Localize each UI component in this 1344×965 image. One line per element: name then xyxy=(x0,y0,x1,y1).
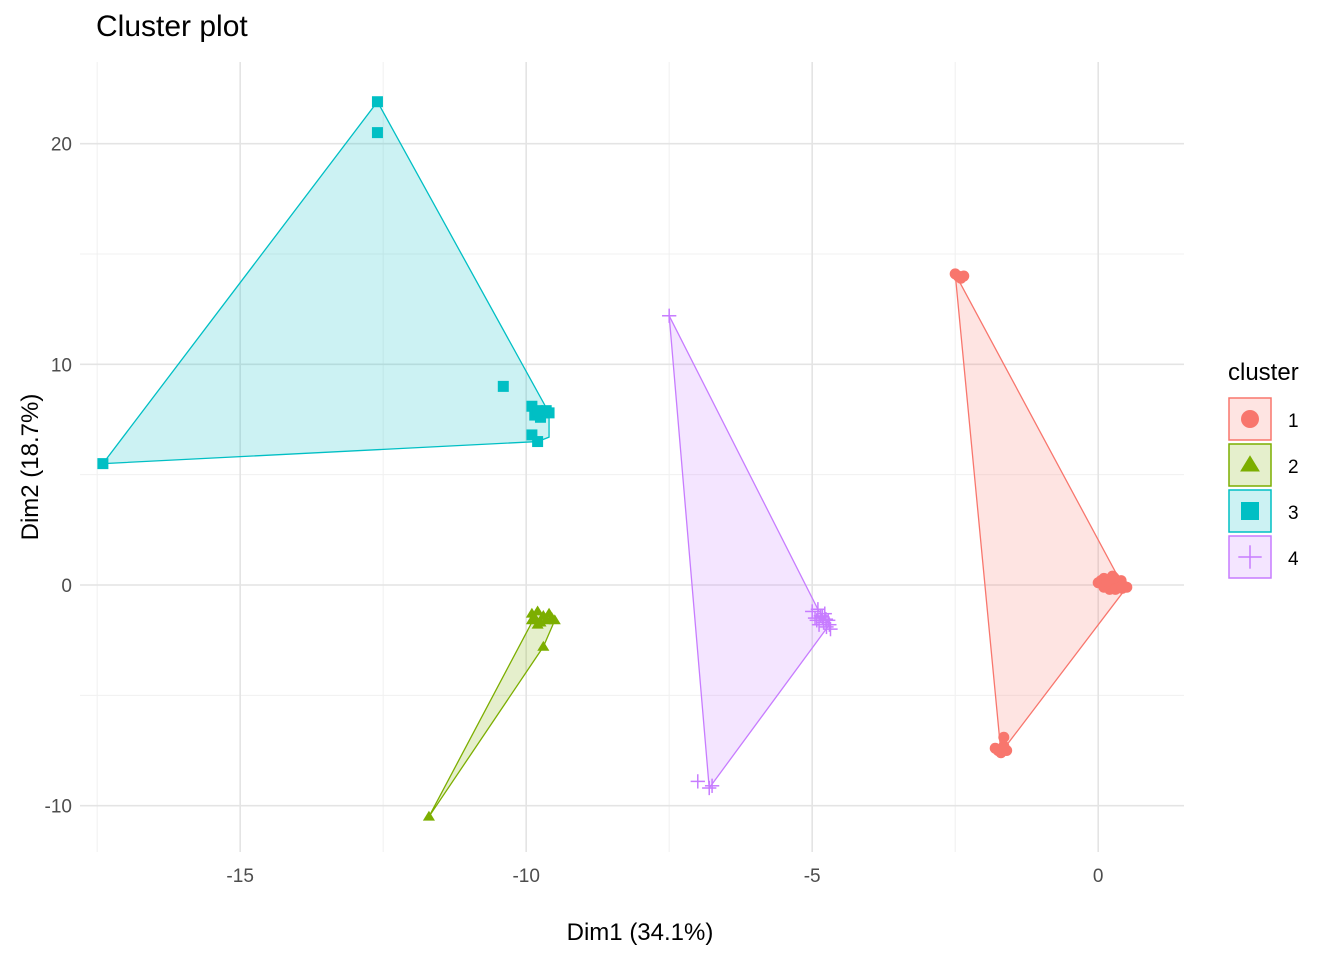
cluster-4-point xyxy=(817,606,832,621)
cluster-3-point xyxy=(97,458,109,470)
cluster-2-group xyxy=(422,605,561,821)
legend-title: cluster xyxy=(1228,359,1299,386)
cluster-2-point xyxy=(537,640,550,651)
cluster-4-group xyxy=(662,308,838,796)
cluster-4-point xyxy=(823,621,838,637)
cluster-4-point xyxy=(807,610,823,626)
cluster-4-point xyxy=(818,612,834,627)
cluster-2-point xyxy=(531,605,544,616)
cluster-4-point xyxy=(815,609,830,625)
y-tick-label: 10 xyxy=(51,355,72,376)
y-axis-label: Dim2 (18.7%) xyxy=(17,394,44,541)
legend-label-4: 4 xyxy=(1288,549,1299,570)
cluster-1-point xyxy=(1108,572,1120,584)
y-tick-label: 20 xyxy=(51,135,72,156)
cluster-3-hull xyxy=(101,100,550,465)
y-tick-label: -10 xyxy=(45,797,72,818)
x-tick-label: -15 xyxy=(226,866,253,887)
legend-marker-3 xyxy=(1241,502,1259,520)
cluster-2-point xyxy=(422,810,435,821)
cluster-1-point xyxy=(1116,582,1128,594)
cluster-3-point xyxy=(371,96,383,108)
cluster-3-point xyxy=(532,405,544,417)
x-tick-label: -5 xyxy=(804,866,821,887)
cluster-4-point xyxy=(809,613,824,628)
cluster-4-point xyxy=(805,604,820,619)
legend: cluster 1 2 3 4 xyxy=(1228,359,1299,579)
cluster-2-hull xyxy=(428,610,556,818)
x-tick-label: 0 xyxy=(1093,866,1104,887)
legend-marker-1 xyxy=(1241,410,1259,428)
cluster-4-point xyxy=(704,778,720,793)
cluster-3-point xyxy=(543,407,555,419)
cluster-1-point xyxy=(998,731,1010,743)
cluster-3-point xyxy=(497,380,509,392)
cluster-1-group xyxy=(949,268,1133,759)
cluster-3-point xyxy=(526,429,538,441)
cluster-1-hull xyxy=(954,273,1128,755)
cluster-1-point xyxy=(958,270,970,282)
grid-lines xyxy=(80,62,1184,852)
cluster-4-point xyxy=(662,308,677,323)
cluster-4-hull xyxy=(668,315,831,790)
cluster-4-point xyxy=(690,774,705,789)
legend-marker-2 xyxy=(1240,455,1260,472)
y-tick-label: 0 xyxy=(61,576,72,597)
legend-marker-4 xyxy=(1238,545,1262,569)
legend-label-1: 1 xyxy=(1288,411,1299,432)
cluster-2-point xyxy=(525,614,538,625)
cluster-3-point xyxy=(371,127,383,139)
cluster-3-point xyxy=(532,436,544,448)
cluster-4-point xyxy=(702,780,717,796)
cluster-3-group xyxy=(97,96,555,470)
cluster-3-point xyxy=(526,400,538,412)
legend-label-3: 3 xyxy=(1288,503,1299,524)
cluster-2-point xyxy=(548,614,561,625)
x-tick-label: -10 xyxy=(512,866,539,887)
x-axis-label: Dim1 (34.1%) xyxy=(567,919,714,946)
tick-labels: -15 -10 -5 0 -10 0 10 20 xyxy=(45,135,1104,887)
chart-title: Cluster plot xyxy=(96,10,248,43)
cluster-1-point xyxy=(1001,744,1013,756)
legend-label-2: 2 xyxy=(1288,457,1299,478)
